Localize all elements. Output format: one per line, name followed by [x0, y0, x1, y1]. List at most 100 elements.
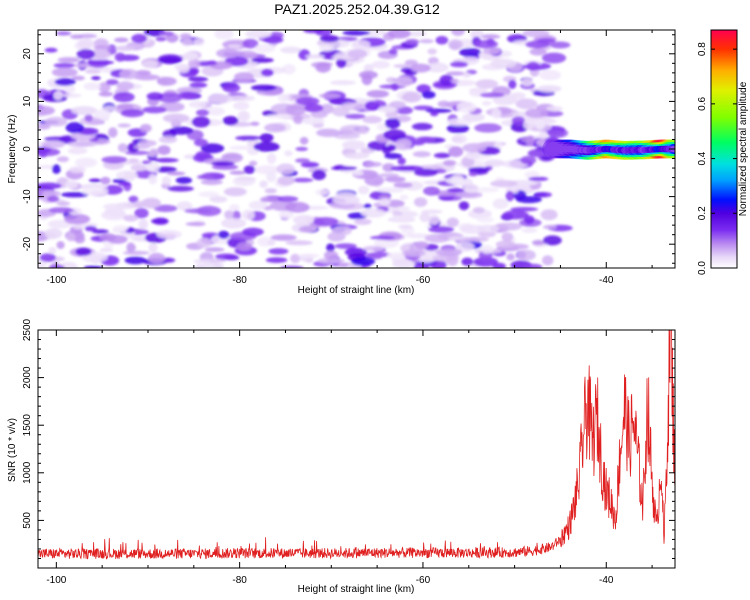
- spectrogram-cell: [405, 233, 431, 239]
- spectrogram-cell: [215, 253, 238, 260]
- spectrogram-cell: [233, 101, 250, 111]
- spectrogram-cell: [142, 106, 167, 114]
- y-tick-label: 500: [22, 512, 33, 529]
- spectrogram-cell: [153, 157, 179, 163]
- spectrogram-cell: [64, 84, 76, 94]
- spectrogram-cell: [379, 198, 391, 206]
- spectrogram-cell: [254, 43, 276, 53]
- spectrogram-cell: [211, 161, 235, 167]
- spectrogram-cell: [66, 232, 76, 242]
- spectrogram-cell: [448, 39, 463, 50]
- spectrogram-cell: [284, 150, 293, 157]
- spectrogram-cell: [416, 84, 431, 94]
- spectrogram-cell: [126, 242, 136, 253]
- spectrogram-cell: [479, 92, 505, 98]
- spectrogram-cell: [405, 38, 420, 45]
- spectrogram-cell: [469, 87, 488, 93]
- spectrogram-cell: [108, 127, 118, 138]
- spectrogram-cell: [48, 247, 57, 255]
- spectrogram-cell: [377, 187, 405, 193]
- spectrogram-cell: [361, 74, 373, 86]
- spectrogram-cell: [224, 210, 234, 220]
- spectrogram-cell: [193, 38, 205, 46]
- spectrogram-cell: [450, 61, 469, 68]
- spectrogram-cell: [56, 241, 65, 250]
- spectrogram-cell: [446, 217, 459, 228]
- spectrogram-signal-track: [542, 139, 675, 160]
- spectrogram-cell: [319, 44, 335, 52]
- spectrogram-cell: [44, 116, 68, 127]
- spectrogram-cell: [385, 111, 398, 119]
- spectrogram-cell: [351, 40, 371, 50]
- spectrogram-cell: [148, 242, 158, 253]
- spectrogram-cell: [455, 241, 475, 252]
- spectrogram-cell: [112, 225, 129, 232]
- spectrogram-cell: [185, 222, 206, 226]
- spectrogram-cell: [389, 100, 406, 109]
- spectrogram-cell: [511, 116, 526, 126]
- x-tick-label: -40: [599, 575, 614, 586]
- spectrogram-cell: [491, 108, 502, 119]
- spectrogram-cell: [475, 79, 499, 89]
- spectrogram-cell: [425, 108, 453, 113]
- spectrogram-cell: [159, 56, 182, 64]
- snr-frame: [37, 329, 676, 569]
- spectrogram-cell: [505, 190, 514, 202]
- spectrogram-cell: [242, 227, 264, 237]
- spectrogram-cell: [535, 119, 546, 130]
- spectrogram-cell: [38, 146, 51, 154]
- spectrogram-cell: [299, 137, 309, 145]
- spectrogram-cell: [167, 185, 194, 192]
- spectrogram-cell: [41, 140, 65, 149]
- y-tick-label: 2000: [22, 366, 33, 389]
- spectrogram-cell: [177, 91, 197, 100]
- spectrogram-cell: [124, 256, 147, 265]
- spectrogram-y-axis-label: Frequency (Hz): [7, 115, 18, 184]
- spectrogram-cell: [71, 75, 85, 81]
- spectrogram-cell: [98, 82, 111, 93]
- spectrogram-cell: [234, 176, 257, 181]
- spectrogram-cell: [430, 260, 447, 268]
- spectrogram-cell: [276, 196, 299, 202]
- spectrogram-cell: [514, 179, 536, 187]
- spectrogram-cell: [270, 234, 297, 241]
- spectrogram-cell: [316, 128, 341, 137]
- spectrogram-cell: [146, 92, 164, 101]
- spectrogram-cell: [141, 197, 161, 209]
- spectrogram-cell: [331, 225, 352, 236]
- spectrogram-cell: [197, 174, 214, 180]
- colorbar-tick-label: 0.0: [697, 261, 708, 275]
- spectrogram-cell: [91, 76, 101, 81]
- spectrogram-cell: [119, 68, 139, 80]
- spectrogram-cell: [250, 84, 277, 92]
- spectrogram-cell: [347, 247, 360, 253]
- spectrogram-cell: [138, 218, 149, 230]
- spectrogram-cell: [207, 93, 234, 104]
- spectrogram-cell: [138, 140, 157, 147]
- spectrogram-cell: [304, 104, 324, 113]
- colorbar-tick-label: 0.2: [697, 206, 708, 220]
- spectrogram-cell: [443, 160, 457, 166]
- spectrogram-cell: [221, 152, 243, 163]
- spectrogram-cell: [65, 122, 85, 134]
- spectrogram-cell: [123, 250, 150, 255]
- spectrogram-cell: [259, 180, 268, 188]
- spectrogram-cell: [451, 30, 465, 36]
- spectrogram-cell: [390, 165, 416, 171]
- spectrogram-cell: [326, 243, 335, 252]
- spectrogram-cell: [410, 63, 431, 73]
- spectrogram-cell: [334, 243, 357, 250]
- spectrogram-cell: [295, 158, 310, 164]
- spectrogram-cell: [541, 52, 567, 64]
- spectrogram-cell: [267, 239, 276, 246]
- spectrogram-cell: [150, 218, 169, 224]
- spectrogram-cell: [159, 31, 174, 37]
- spectrogram-cell: [276, 163, 296, 175]
- spectrogram-cell: [464, 183, 479, 194]
- spectrogram-cell: [113, 92, 135, 103]
- spectrogram-cell: [535, 192, 552, 198]
- spectrogram-cell: [386, 77, 397, 84]
- spectrogram-cell: [384, 153, 403, 159]
- spectrogram-cell: [106, 79, 119, 86]
